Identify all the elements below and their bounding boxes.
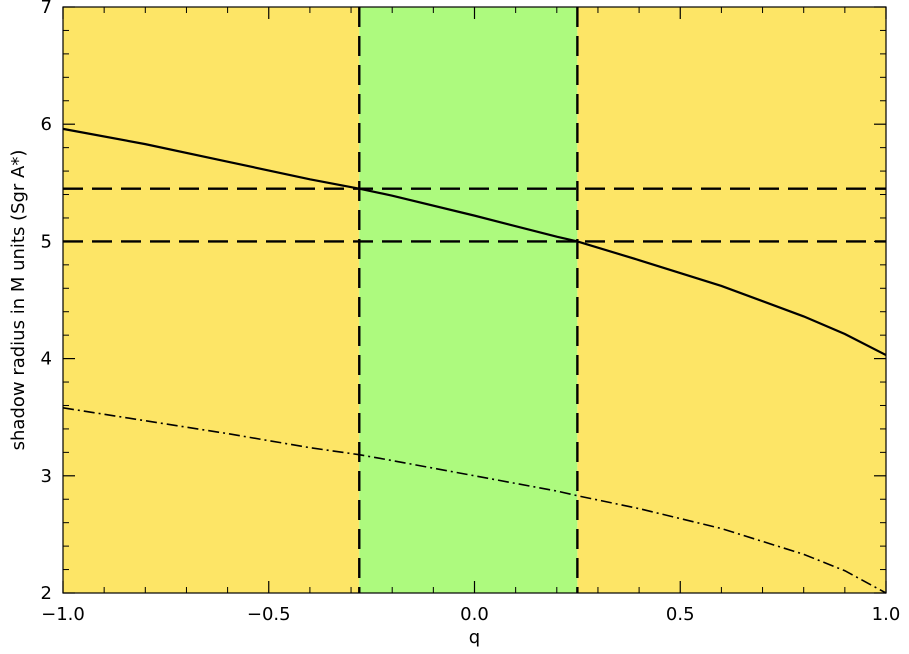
x-axis-title: q xyxy=(469,627,480,648)
y-tick-label: 4 xyxy=(41,349,52,370)
y-tick-label: 3 xyxy=(41,466,52,487)
series-lines xyxy=(62,127,887,594)
y-tick-label: 7 xyxy=(41,0,52,18)
shaded-region-0 xyxy=(63,7,360,593)
x-tick-label: 0.5 xyxy=(666,604,695,625)
y-tick-label: 2 xyxy=(41,583,52,604)
x-tick-label: −1.0 xyxy=(41,604,85,625)
axis-ticks xyxy=(62,6,887,594)
y-tick-labels: 2 3 4 5 6 7 xyxy=(41,0,52,604)
x-tick-label: 0.0 xyxy=(460,604,489,625)
x-tick-label: −0.5 xyxy=(247,604,291,625)
shaded-region-2 xyxy=(577,7,886,593)
reference-lines xyxy=(63,7,886,593)
x-tick-label: 1.0 xyxy=(872,604,901,625)
x-tick-labels: −1.0 −0.5 0.0 0.5 1.0 xyxy=(41,604,900,625)
y-tick-label: 6 xyxy=(41,114,52,135)
shaded-region-1 xyxy=(359,7,578,593)
y-axis-title: shadow radius in M units (Sgr A*) xyxy=(8,150,29,451)
series-line-dashdot xyxy=(62,407,887,594)
shaded-regions xyxy=(63,7,886,593)
series-line-solid xyxy=(62,127,887,357)
y-tick-label: 5 xyxy=(41,231,52,252)
